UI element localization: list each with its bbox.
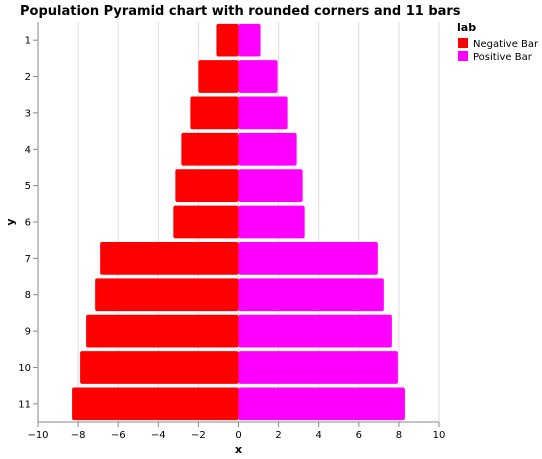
bar-positive-5 — [238, 169, 303, 202]
bar-negative-11 — [72, 387, 239, 421]
legend-swatch-positive — [458, 51, 468, 61]
bar-positive-8 — [238, 278, 384, 312]
x-axis-title: x — [235, 443, 242, 456]
bar-negative-9 — [86, 314, 239, 348]
bar-negative-3 — [190, 96, 239, 130]
bar-negative-7 — [100, 242, 239, 275]
bar-positive-7 — [238, 242, 378, 275]
legend-title: lab — [457, 21, 476, 34]
x-tick-label-4: −2 — [191, 430, 206, 441]
bar-negative-2 — [198, 60, 239, 93]
bar-positive-9 — [238, 314, 392, 348]
y-axis-title: y — [4, 218, 17, 225]
y-tick-label-6: 6 — [25, 218, 31, 229]
y-tick-label-11: 11 — [18, 399, 31, 410]
bar-positive-11 — [238, 387, 405, 421]
y-tick-label-10: 10 — [18, 363, 31, 374]
bar-positive-10 — [238, 351, 398, 384]
bar-positive-6 — [238, 205, 305, 239]
x-tick-label-0: −10 — [27, 430, 48, 441]
y-axis-ticks: 1 2 3 4 5 6 7 8 9 10 11 — [18, 36, 38, 410]
bar-positive-4 — [238, 132, 297, 166]
y-tick-label-7: 7 — [25, 254, 31, 265]
x-tick-label-5: 0 — [235, 430, 241, 441]
y-tick-label-4: 4 — [25, 145, 31, 156]
bar-negative-1 — [216, 23, 239, 57]
y-tick-label-3: 3 — [25, 108, 31, 119]
y-tick-label-5: 5 — [25, 181, 31, 192]
bar-negative-5 — [175, 169, 239, 202]
x-tick-label-1: −8 — [71, 430, 86, 441]
legend-label-positive: Positive Bar — [473, 52, 533, 63]
y-tick-label-1: 1 — [25, 36, 31, 47]
bar-positive-1 — [238, 23, 261, 57]
x-axis-ticks: −10 −8 −6 −4 −2 0 2 4 6 8 10 — [27, 422, 445, 441]
chart-title: Population Pyramid chart with rounded co… — [20, 4, 461, 19]
x-tick-label-6: 2 — [275, 430, 281, 441]
x-tick-label-10: 10 — [433, 430, 446, 441]
bar-positive-3 — [238, 96, 288, 130]
x-tick-label-9: 8 — [396, 430, 402, 441]
bar-negative-4 — [181, 132, 239, 166]
y-tick-label-9: 9 — [25, 327, 31, 338]
x-tick-label-8: 6 — [356, 430, 362, 441]
x-tick-label-2: −6 — [111, 430, 126, 441]
legend-label-negative: Negative Bar — [473, 39, 539, 50]
x-tick-label-3: −4 — [151, 430, 166, 441]
bar-negative-10 — [80, 351, 239, 384]
bar-positive-2 — [238, 60, 278, 93]
y-tick-label-8: 8 — [25, 290, 31, 301]
bars — [72, 23, 405, 421]
bar-negative-8 — [95, 278, 239, 312]
legend-swatch-negative — [458, 38, 468, 48]
legend: lab Negative Bar Positive Bar — [457, 21, 539, 63]
x-tick-label-7: 4 — [316, 430, 322, 441]
y-tick-label-2: 2 — [25, 72, 31, 83]
bar-negative-6 — [173, 205, 239, 239]
